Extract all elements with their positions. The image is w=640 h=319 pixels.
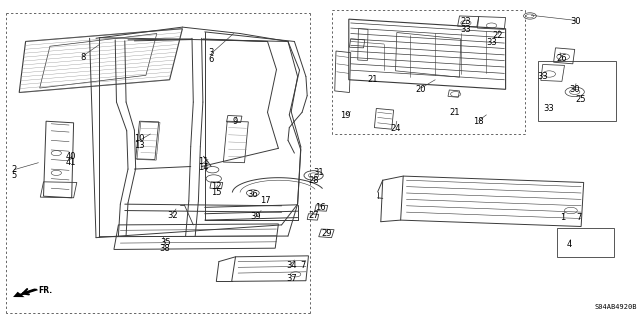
Text: 21: 21 xyxy=(449,108,460,117)
Text: 21: 21 xyxy=(367,75,378,84)
Text: 8: 8 xyxy=(81,53,86,62)
Text: 20: 20 xyxy=(416,85,426,94)
Text: 28: 28 xyxy=(308,176,319,185)
Text: 18: 18 xyxy=(474,117,484,126)
Text: 15: 15 xyxy=(211,189,221,197)
Text: 16: 16 xyxy=(315,204,325,212)
Text: 39: 39 xyxy=(251,212,261,221)
Text: 6: 6 xyxy=(209,55,214,63)
Text: 36: 36 xyxy=(248,190,258,199)
Text: 41: 41 xyxy=(65,158,76,167)
Text: 22: 22 xyxy=(493,31,503,40)
Text: 2: 2 xyxy=(12,165,17,174)
Text: 33: 33 xyxy=(461,25,471,34)
Text: 38: 38 xyxy=(160,244,170,253)
Text: 33: 33 xyxy=(538,72,548,81)
Text: 9: 9 xyxy=(233,117,238,126)
Text: 29: 29 xyxy=(321,229,332,238)
Text: 25: 25 xyxy=(576,95,586,104)
Text: 40: 40 xyxy=(65,152,76,161)
Text: 23: 23 xyxy=(461,17,471,26)
Text: 13: 13 xyxy=(134,141,145,150)
Text: 30: 30 xyxy=(570,85,580,94)
Text: 30: 30 xyxy=(571,17,581,26)
Text: 7: 7 xyxy=(300,261,305,270)
Text: 1: 1 xyxy=(561,213,566,222)
Text: FR.: FR. xyxy=(38,286,52,295)
FancyArrow shape xyxy=(13,288,38,297)
Text: 17: 17 xyxy=(260,197,271,205)
Text: 14: 14 xyxy=(198,163,209,172)
Text: 24: 24 xyxy=(390,124,401,133)
Text: 32: 32 xyxy=(168,211,178,220)
Text: 11: 11 xyxy=(198,157,209,166)
Text: 4: 4 xyxy=(567,240,572,249)
Text: S04AB4920B: S04AB4920B xyxy=(595,304,637,310)
Text: 31: 31 xyxy=(314,168,324,177)
Text: 35: 35 xyxy=(160,238,170,247)
Text: 33: 33 xyxy=(486,38,497,47)
Text: 10: 10 xyxy=(134,134,145,143)
Text: 26: 26 xyxy=(557,54,567,63)
Text: 27: 27 xyxy=(308,211,319,220)
Text: 5: 5 xyxy=(12,171,17,180)
Text: 19: 19 xyxy=(340,111,351,120)
Text: 34: 34 xyxy=(286,261,296,270)
Text: 33: 33 xyxy=(544,104,554,113)
Text: 12: 12 xyxy=(211,182,221,191)
Text: 37: 37 xyxy=(286,274,296,283)
Text: 7: 7 xyxy=(577,213,582,222)
Text: 3: 3 xyxy=(209,48,214,57)
